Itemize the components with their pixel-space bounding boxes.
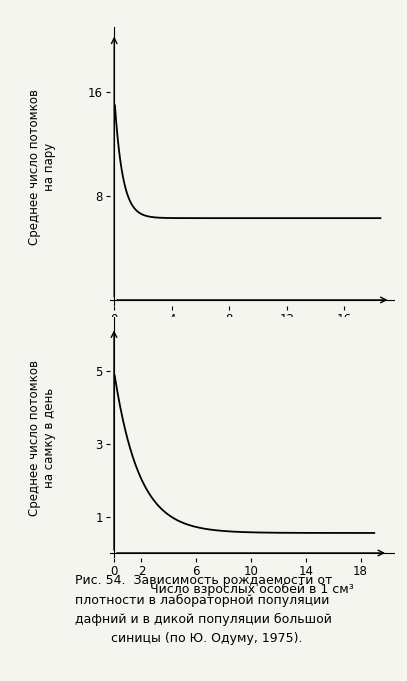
Text: Среднее число потомков
на самку в день: Среднее число потомков на самку в день	[28, 360, 55, 516]
X-axis label: Число пар на 10 га: Число пар на 10 га	[190, 330, 315, 343]
X-axis label: Число взрослых особей в 1 см³: Число взрослых особей в 1 см³	[151, 582, 354, 596]
Text: Среднее число потомков
на пару: Среднее число потомков на пару	[28, 89, 55, 245]
Text: Рис. 54.  Зависимость рождаемости от
плотности в лабораторной популяции
дафний и: Рис. 54. Зависимость рождаемости от плот…	[75, 575, 332, 645]
